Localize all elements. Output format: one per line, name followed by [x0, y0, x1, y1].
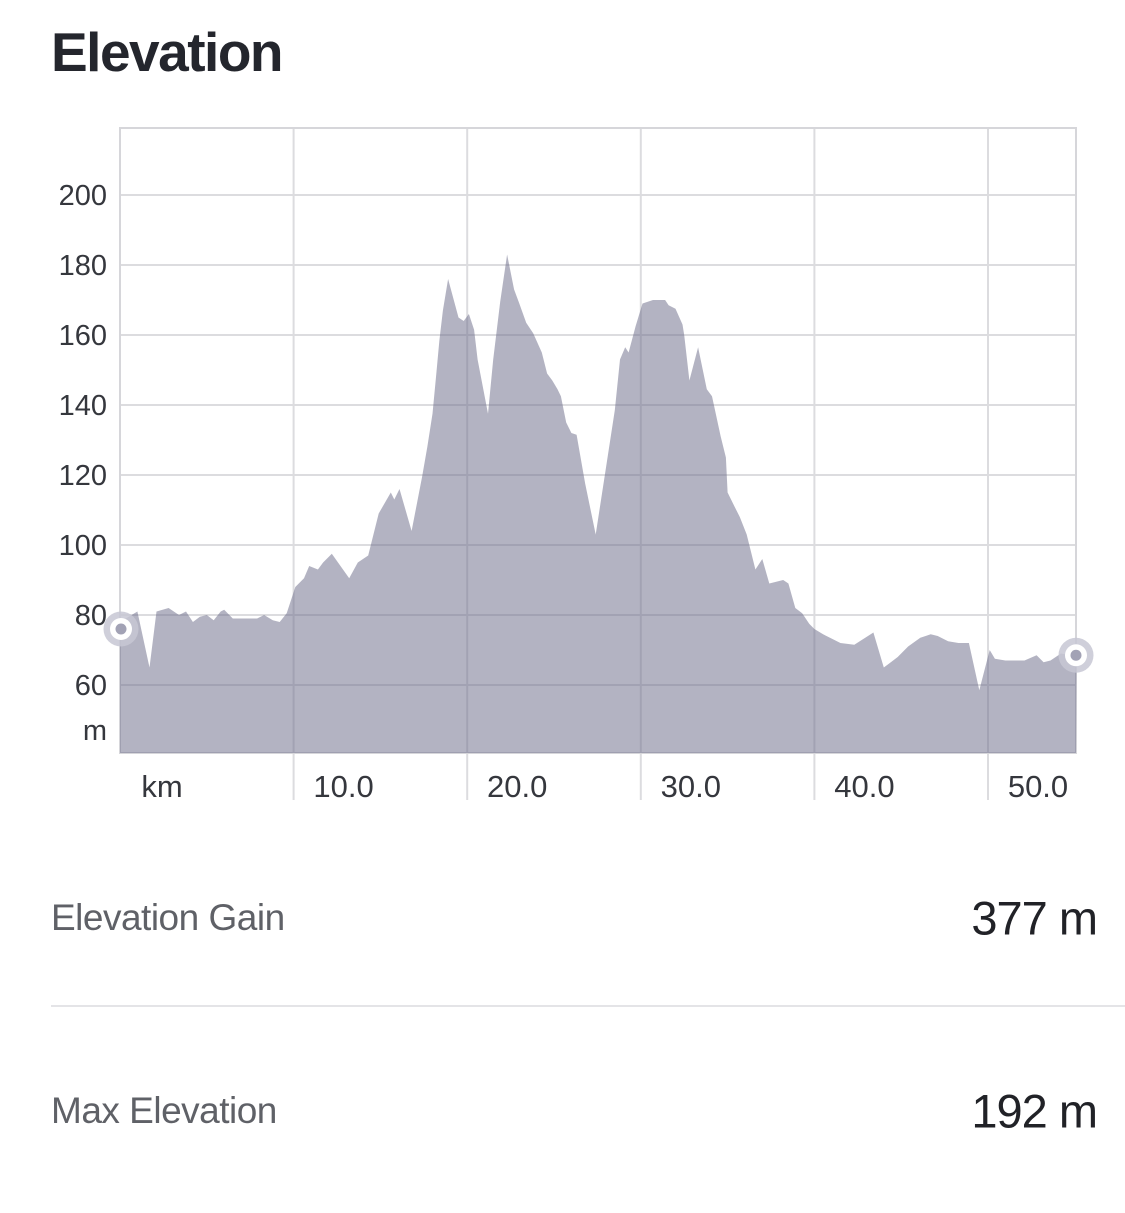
- x-tick-label: 10.0: [313, 769, 373, 804]
- page-title: Elevation: [51, 21, 284, 83]
- x-tick-label: 40.0: [834, 769, 894, 804]
- x-tick-label: 50.0: [1008, 769, 1068, 804]
- elevation-area-chart: 200 180 160 140 120 100 80 60 m 10.0 20.0 30.0 40.0 5…: [59, 127, 1094, 804]
- y-tick-label: 60: [75, 670, 107, 702]
- elevation-chart: 200 180 160 140 120 100 80 60 m 10.0 20.0 30.0 40.0 5…: [59, 127, 1094, 804]
- stat-label: Elevation Gain: [51, 896, 285, 938]
- y-tick-label: 140: [59, 390, 107, 422]
- end-marker-dot: [1070, 649, 1082, 661]
- y-tick-label: 80: [75, 600, 107, 632]
- stat-row-max-elevation: Max Elevation 192 m: [0, 1038, 1125, 1183]
- y-tick-label: 120: [59, 460, 107, 492]
- start-marker-dot: [115, 623, 127, 635]
- x-axis-unit-label: km: [141, 769, 182, 804]
- elevation-area-series: [120, 254, 1077, 753]
- y-tick-label: 160: [59, 320, 107, 352]
- stat-value: 377 m: [971, 891, 1098, 944]
- x-tick-label: 20.0: [487, 769, 547, 804]
- stat-value: 192 m: [971, 1084, 1098, 1137]
- y-tick-label: 180: [59, 250, 107, 282]
- y-tick-label: 200: [59, 180, 107, 212]
- y-tick-label: 100: [59, 530, 107, 562]
- y-axis-unit-label: m: [83, 715, 107, 747]
- stat-label: Max Elevation: [51, 1089, 277, 1131]
- x-tick-label: 30.0: [661, 769, 721, 804]
- divider: [51, 1005, 1125, 1007]
- stat-row-elevation-gain: Elevation Gain 377 m: [0, 845, 1125, 990]
